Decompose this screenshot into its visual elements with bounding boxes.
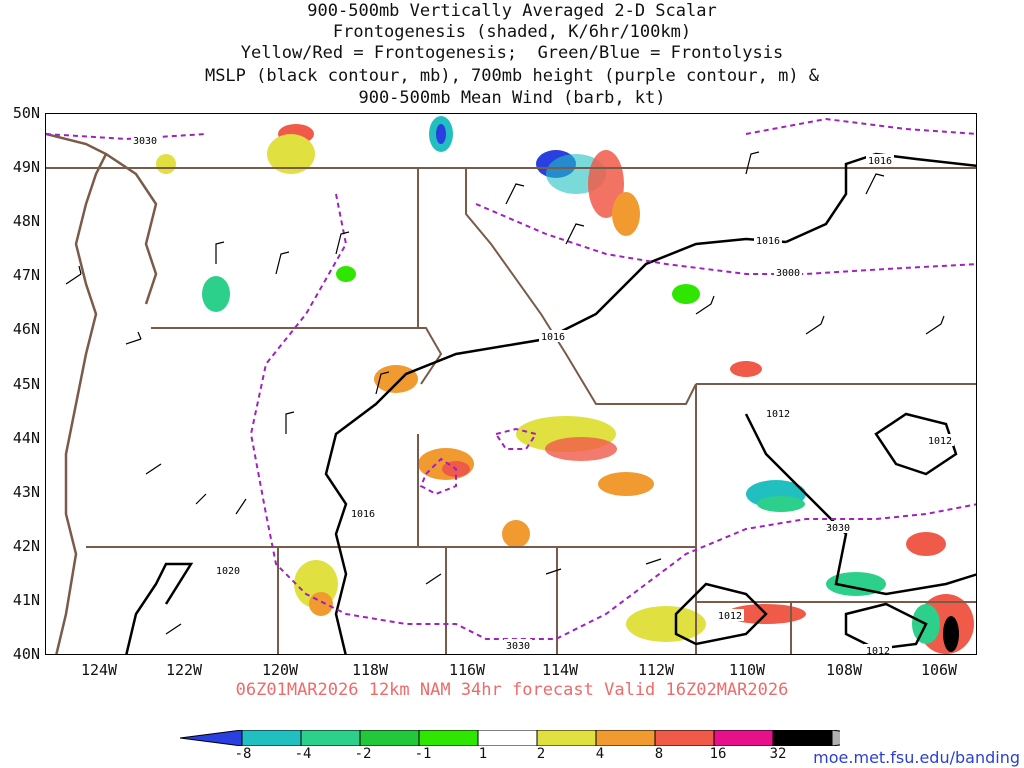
- lat-label-48n: 48N: [12, 212, 40, 230]
- credit-link[interactable]: moe.met.fsu.edu/banding: [813, 748, 1020, 767]
- lon-label-110w: 110W: [728, 661, 766, 679]
- colorbar-label: -8: [234, 746, 252, 762]
- lon-label-108w: 108W: [825, 661, 863, 679]
- title-line-3: Yellow/Red = Frontogenesis; Green/Blue =…: [240, 43, 784, 63]
- colorbar-label: 16: [709, 746, 727, 762]
- colorbar-cell: [772, 730, 833, 746]
- lat-label-46n: 46N: [12, 320, 40, 338]
- lat-label-41n: 41N: [12, 591, 40, 609]
- contour-labels: 3030 3000 3030 3030 1016 1016 1016 1016 …: [131, 134, 954, 655]
- colorbar-label: 1: [478, 746, 488, 762]
- coastline: [46, 132, 158, 654]
- colorbar-cell: [300, 730, 361, 746]
- frontogenesis-shading: [156, 116, 974, 654]
- colorbar-cell: [713, 730, 774, 746]
- pressure-label: 1016: [756, 236, 780, 247]
- colorbar-label: -2: [354, 746, 372, 762]
- map-panel: 3030 3000 3030 3030 1016 1016 1016 1016 …: [45, 113, 977, 655]
- pressure-label: 1016: [868, 156, 892, 167]
- pressure-label: 1016: [541, 332, 565, 343]
- lon-label-118w: 118W: [351, 661, 389, 679]
- title-line-1: 900-500mb Vertically Averaged 2-D Scalar: [307, 1, 717, 21]
- forecast-valid-time: 06Z01MAR2026 12km NAM 34hr forecast Vali…: [235, 680, 789, 700]
- colorbar-label: 32: [769, 746, 787, 762]
- lon-label-120w: 120W: [261, 661, 299, 679]
- height-label: 3000: [776, 268, 800, 279]
- colorbar-cell: [477, 730, 538, 746]
- title-line-2: Frontogenesis (shaded, K/6hr/100km): [332, 22, 692, 42]
- height-label: 3030: [133, 136, 157, 147]
- colorbar-cell: [654, 730, 715, 746]
- pressure-label: 1016: [351, 509, 375, 520]
- pressure-label: 1012: [866, 646, 890, 655]
- lon-label-116w: 116W: [448, 661, 486, 679]
- pressure-label: 1020: [216, 566, 240, 577]
- colorbar-cell: [595, 730, 656, 746]
- lat-label-47n: 47N: [12, 266, 40, 284]
- lat-label-40n: 40N: [12, 645, 40, 663]
- lon-label-124w: 124W: [80, 661, 118, 679]
- lon-label-122w: 122W: [165, 661, 203, 679]
- colorbar-label: 4: [595, 746, 605, 762]
- lat-label-50n: 50N: [12, 104, 40, 122]
- mslp-contours: [125, 152, 976, 654]
- lon-label-106w: 106W: [920, 661, 958, 679]
- lat-label-43n: 43N: [12, 483, 40, 501]
- pressure-label: 1012: [766, 409, 790, 420]
- pressure-label: 1012: [928, 436, 952, 447]
- lon-label-112w: 112W: [637, 661, 675, 679]
- pressure-label: 1012: [718, 611, 742, 622]
- state-borders: [46, 167, 976, 654]
- colorbar-label: -1: [414, 746, 432, 762]
- colorbar-cell: [536, 730, 597, 746]
- title-line-5: 900-500mb Mean Wind (barb, kt): [358, 88, 666, 108]
- height-contours: [46, 117, 976, 640]
- lon-label-114w: 114W: [541, 661, 579, 679]
- lat-label-45n: 45N: [12, 375, 40, 393]
- colorbar-cell: [359, 730, 420, 746]
- map-svg: 3030 3000 3030 3030 1016 1016 1016 1016 …: [46, 116, 976, 655]
- title-line-4: MSLP (black contour, mb), 700mb height (…: [204, 66, 820, 86]
- lat-label-49n: 49N: [12, 158, 40, 176]
- colorbar-cell: [418, 730, 479, 746]
- lat-label-42n: 42N: [12, 537, 40, 555]
- lat-label-44n: 44N: [12, 429, 40, 447]
- wind-barbs: [65, 151, 945, 635]
- height-label: 3030: [826, 523, 850, 534]
- colorbar-cell: [180, 730, 243, 746]
- colorbar-label: 2: [536, 746, 546, 762]
- colorbar-label: 8: [654, 746, 664, 762]
- colorbar-cell: [241, 730, 302, 746]
- colorbar-label: -4: [294, 746, 312, 762]
- colorbar-cell: [831, 730, 840, 746]
- colorbar: [180, 730, 840, 746]
- height-label: 3030: [506, 641, 530, 652]
